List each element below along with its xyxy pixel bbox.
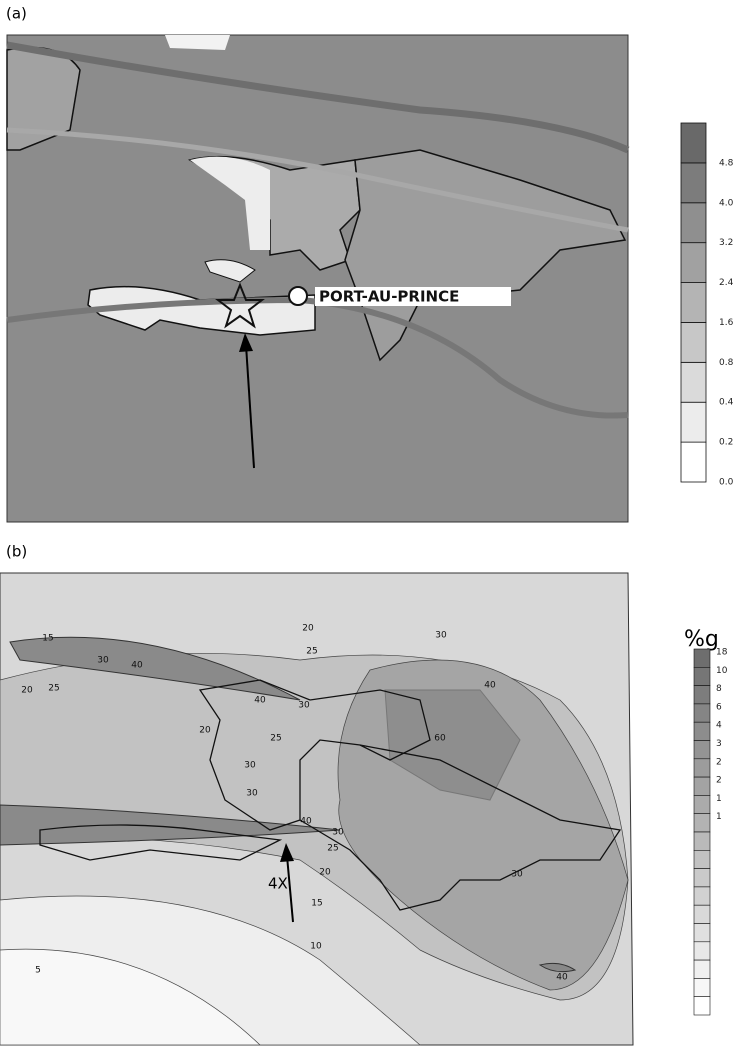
contour-label: 10 (310, 942, 322, 952)
colorbar-segment (694, 704, 710, 722)
colorbar-label: 4 (716, 721, 722, 731)
contour-label: 20 (302, 624, 314, 634)
colorbar-segment (681, 243, 706, 283)
contour-label: 30 (246, 789, 258, 799)
colorbar-label: 3 (716, 739, 722, 749)
colorbar-segment (694, 997, 710, 1015)
colorbar-segment (681, 442, 706, 482)
colorbar-segment (694, 924, 710, 942)
contour-label: 25 (48, 684, 59, 694)
colorbar-segment (694, 795, 710, 813)
colorbar-segment (694, 905, 710, 923)
figure: (a) PORT-AU-PRINCE 0.0 0.2 0.4 0.8 1.6 2.4 3.2… (0, 0, 739, 1051)
contour-label: 20 (21, 686, 33, 696)
colorbar-segment (681, 362, 706, 402)
colorbar-segment (694, 832, 710, 850)
contour-label: 30 (298, 701, 310, 711)
place-label: PORT-AU-PRINCE (319, 288, 459, 306)
colorbar-label: 6 (716, 702, 722, 712)
colorbar-segment (681, 123, 706, 163)
colorbar-segment (681, 402, 706, 442)
colorbar-label: 0.2 (719, 438, 733, 448)
colorbar-label: 0.8 (719, 358, 734, 368)
colorbar-label: 2 (716, 776, 722, 786)
contour-label: 30 (435, 631, 447, 641)
contour-label: 15 (311, 899, 322, 909)
colorbar-label: 2.4 (719, 278, 734, 288)
contour-label: 15 (42, 634, 53, 644)
colorbar-segment (681, 163, 706, 203)
contour-label: 25 (306, 647, 317, 657)
colorbar-segment (694, 759, 710, 777)
contour-label: 25 (270, 734, 281, 744)
colorbar-segment (681, 283, 706, 323)
colorbar-title: %g (684, 627, 719, 652)
contour-label: 30 (97, 656, 109, 666)
colorbar-label: 1 (716, 812, 722, 822)
colorbar-label: 1.6 (719, 318, 734, 328)
colorbar-label: 18 (716, 648, 728, 658)
contour-label: 40 (484, 681, 496, 691)
contour-label: 60 (434, 734, 446, 744)
contour-label: 20 (319, 868, 331, 878)
colorbar-segment (694, 942, 710, 960)
colorbar-segment (694, 814, 710, 832)
colorbar-a: 0.0 0.2 0.4 0.8 1.6 2.4 3.2 4.0 4.8 (681, 123, 734, 488)
contour-label: 30 (332, 828, 344, 838)
colorbar-segment (694, 850, 710, 868)
contour-label: 40 (254, 696, 266, 706)
colorbar-segment (694, 722, 710, 740)
colorbar-segment (694, 649, 710, 667)
colorbar-segment (694, 667, 710, 685)
colorbar-segment (694, 741, 710, 759)
colorbar-label: 2 (716, 757, 722, 767)
contour-label: 20 (199, 726, 211, 736)
colorbar-label: 4.8 (719, 158, 734, 168)
colorbar-segment (694, 978, 710, 996)
colorbar-label: 8 (716, 684, 722, 694)
contour-label: 30 (244, 761, 256, 771)
contour-label: 5 (35, 966, 41, 976)
contour-label: 40 (131, 661, 143, 671)
contour-label: 40 (556, 973, 568, 983)
colorbar-label: 1 (716, 794, 722, 804)
colorbar-segment (694, 686, 710, 704)
colorbar-segment (694, 887, 710, 905)
colorbar-segment (694, 777, 710, 795)
arrow-label: 4X (268, 875, 288, 893)
colorbar-label: 0.4 (719, 398, 734, 408)
colorbar-label: 3.2 (719, 238, 733, 248)
colorbar-segment (681, 203, 706, 243)
contour-label: 30 (511, 870, 523, 880)
panel-label: (a) (6, 5, 27, 23)
colorbar-label: 0.0 (719, 478, 734, 488)
colorbar-segment (694, 869, 710, 887)
colorbar-label: 4.0 (719, 198, 734, 208)
contour-label: 40 (300, 817, 312, 827)
colorbar-b: 18 10 8 6 4 3 2 2 1 1 (694, 648, 728, 1016)
panel-label: (b) (6, 543, 27, 561)
map-b: 4X (0, 573, 633, 1045)
contour-label: 25 (327, 844, 338, 854)
colorbar-segment (681, 322, 706, 362)
colorbar-label: 10 (716, 666, 728, 676)
map-a: PORT-AU-PRINCE (7, 35, 628, 522)
colorbar-segment (694, 960, 710, 978)
